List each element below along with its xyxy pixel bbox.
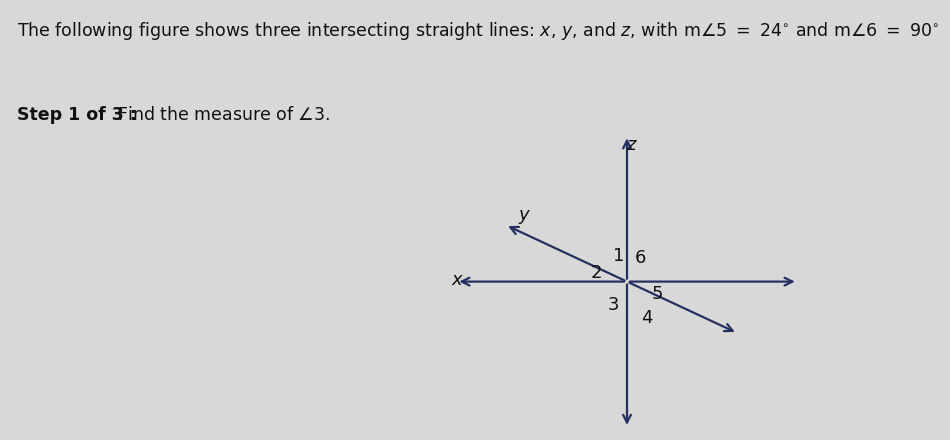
Text: x: x [451, 271, 462, 290]
Text: 4: 4 [640, 309, 653, 327]
Text: 5: 5 [652, 285, 663, 303]
Text: 2: 2 [591, 264, 602, 282]
Text: 3: 3 [608, 296, 619, 314]
Text: z: z [626, 136, 636, 154]
Text: Step 1 of 3 :: Step 1 of 3 : [17, 106, 137, 124]
Text: 6: 6 [635, 249, 646, 268]
Text: 1: 1 [613, 247, 624, 265]
Text: The following figure shows three intersecting straight lines: $x$, $y$, and $z$,: The following figure shows three interse… [17, 20, 940, 42]
Text: Find the measure of $\angle$3.: Find the measure of $\angle$3. [112, 106, 331, 124]
Text: y: y [518, 205, 529, 224]
